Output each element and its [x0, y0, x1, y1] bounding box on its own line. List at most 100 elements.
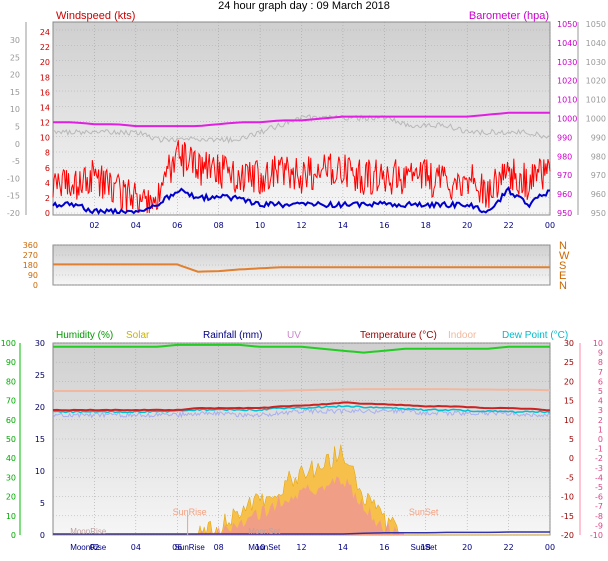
baro-tick-label: 1010: [557, 96, 577, 105]
rain-tick-label: -10: [590, 531, 603, 540]
rain-tick-label: 3: [598, 406, 603, 415]
wind-tick-label: 20: [40, 58, 50, 67]
solar-tick-label: 5: [40, 499, 45, 508]
rain-tick-label: 7: [598, 368, 603, 377]
outer-right-tick-label: 1050: [586, 20, 606, 29]
baro-tick-label: 980: [557, 152, 572, 161]
wind-tick-label: 10: [40, 134, 50, 143]
rain-tick-label: 8: [598, 358, 603, 367]
rain-tick-label: 6: [598, 377, 603, 386]
x-tick-label: 06: [172, 543, 182, 552]
indoor-legend-label: Indoor: [448, 330, 477, 341]
x-tick-label: 22: [503, 543, 513, 552]
rain-tick-label: -2: [595, 454, 603, 463]
humidity-tick-label: 50: [6, 435, 16, 444]
wind-tick-label: 4: [45, 179, 50, 188]
humidity-legend-label: Humidity (%): [56, 330, 113, 341]
rain-tick-label: -3: [595, 464, 603, 473]
outer-left-tick-label: -15: [7, 192, 20, 201]
outer-right-tick-label: 1030: [586, 58, 606, 67]
compass-label: W: [559, 250, 570, 262]
x-tick-label: 10: [255, 221, 265, 230]
wind-tick-label: 14: [40, 103, 50, 112]
compass-label: S: [559, 260, 566, 272]
direction-tick-label: 270: [23, 251, 38, 260]
compass-label: E: [559, 270, 566, 282]
temp-tick-label: -5: [566, 473, 574, 482]
sunrise-label: SunRise: [173, 507, 207, 517]
baro-tick-label: 1050: [557, 20, 577, 29]
windspeed-line: [52, 140, 551, 214]
solar-tick-label: 10: [35, 467, 45, 476]
humidity-tick-label: 80: [6, 377, 16, 386]
humidity-tick-label: 20: [6, 493, 16, 502]
baro-tick-label: 950: [557, 209, 572, 218]
x-tick-label: 14: [338, 543, 348, 552]
solar-tick-label: 20: [35, 403, 45, 412]
direction-tick-label: 360: [23, 241, 38, 250]
outer-left-tick-label: 15: [10, 88, 20, 97]
x-tick-label: 16: [379, 543, 389, 552]
outer-right-tick-label: 1040: [586, 39, 606, 48]
x-tick-label: 06: [172, 221, 182, 230]
outer-left-tick-label: 30: [10, 36, 20, 45]
indoor-temp-line: [53, 388, 551, 392]
baro-tick-label: 1020: [557, 77, 577, 86]
x-tick-label: 12: [296, 543, 306, 552]
x-tick-label: 10: [255, 543, 265, 552]
outer-right-tick-label: 1020: [586, 77, 606, 86]
uv-area: [53, 476, 550, 535]
wind-tick-label: 16: [40, 88, 50, 97]
rain-tick-label: 10: [593, 339, 603, 348]
x-tick-label: 02: [89, 221, 99, 230]
outer-right-tick-label: 980: [591, 152, 606, 161]
x-tick-label: 14: [338, 221, 348, 230]
bottom-event-label: MoonSet: [248, 543, 281, 552]
windspeed-axis-label: Windspeed (kts): [56, 10, 135, 22]
x-tick-label: 08: [214, 221, 224, 230]
outer-left-tick-label: 20: [10, 71, 20, 80]
wind-tick-label: 0: [45, 209, 50, 218]
outer-right-tick-label: 1010: [586, 96, 606, 105]
average-wind-line: [52, 185, 550, 215]
outer-right-tick-label: 970: [591, 171, 606, 180]
solar-tick-label: 30: [35, 339, 45, 348]
rain-tick-label: -5: [595, 483, 603, 492]
solar-tick-label: 25: [35, 371, 45, 380]
rain-tick-label: 1: [598, 425, 603, 434]
humidity-tick-label: 40: [6, 454, 16, 463]
rain-tick-label: -8: [595, 512, 603, 521]
outer-right-tick-label: 950: [591, 209, 606, 218]
wind-tick-label: 24: [40, 28, 50, 37]
compass-label: N: [559, 280, 567, 292]
temp-tick-label: -15: [561, 512, 574, 521]
moonrise-label: MoonRise: [70, 527, 107, 536]
wind-direction-line: [53, 263, 550, 273]
x-tick-label: 20: [462, 543, 472, 552]
x-tick-label: 00: [545, 221, 555, 230]
temperature-line: [52, 401, 551, 412]
baro-tick-label: 990: [557, 133, 572, 142]
x-tick-label: 12: [296, 221, 306, 230]
baro-tick-label: 970: [557, 171, 572, 180]
humidity-line: [53, 343, 550, 354]
x-tick-label: 08: [214, 543, 224, 552]
wind-tick-label: 18: [40, 73, 50, 82]
temp-tick-label: 25: [564, 358, 574, 367]
barometer-axis-label: Barometer (hpa): [469, 10, 549, 22]
barometer-line: [53, 111, 550, 128]
solar-tick-label: 15: [35, 435, 45, 444]
x-tick-label: 04: [131, 221, 141, 230]
temp-tick-label: 0: [569, 454, 574, 463]
solar-legend-label: Solar: [126, 330, 150, 341]
wind-tick-label: 12: [40, 119, 50, 128]
outer-right-tick-label: 1000: [586, 115, 606, 124]
x-tick-label: 04: [131, 543, 141, 552]
dew-point-line: [52, 404, 551, 414]
rain-tick-label: 4: [598, 397, 603, 406]
dew-point-noise-line: [52, 407, 551, 419]
outer-left-tick-label: -20: [7, 209, 20, 218]
temp-tick-label: -10: [561, 493, 574, 502]
